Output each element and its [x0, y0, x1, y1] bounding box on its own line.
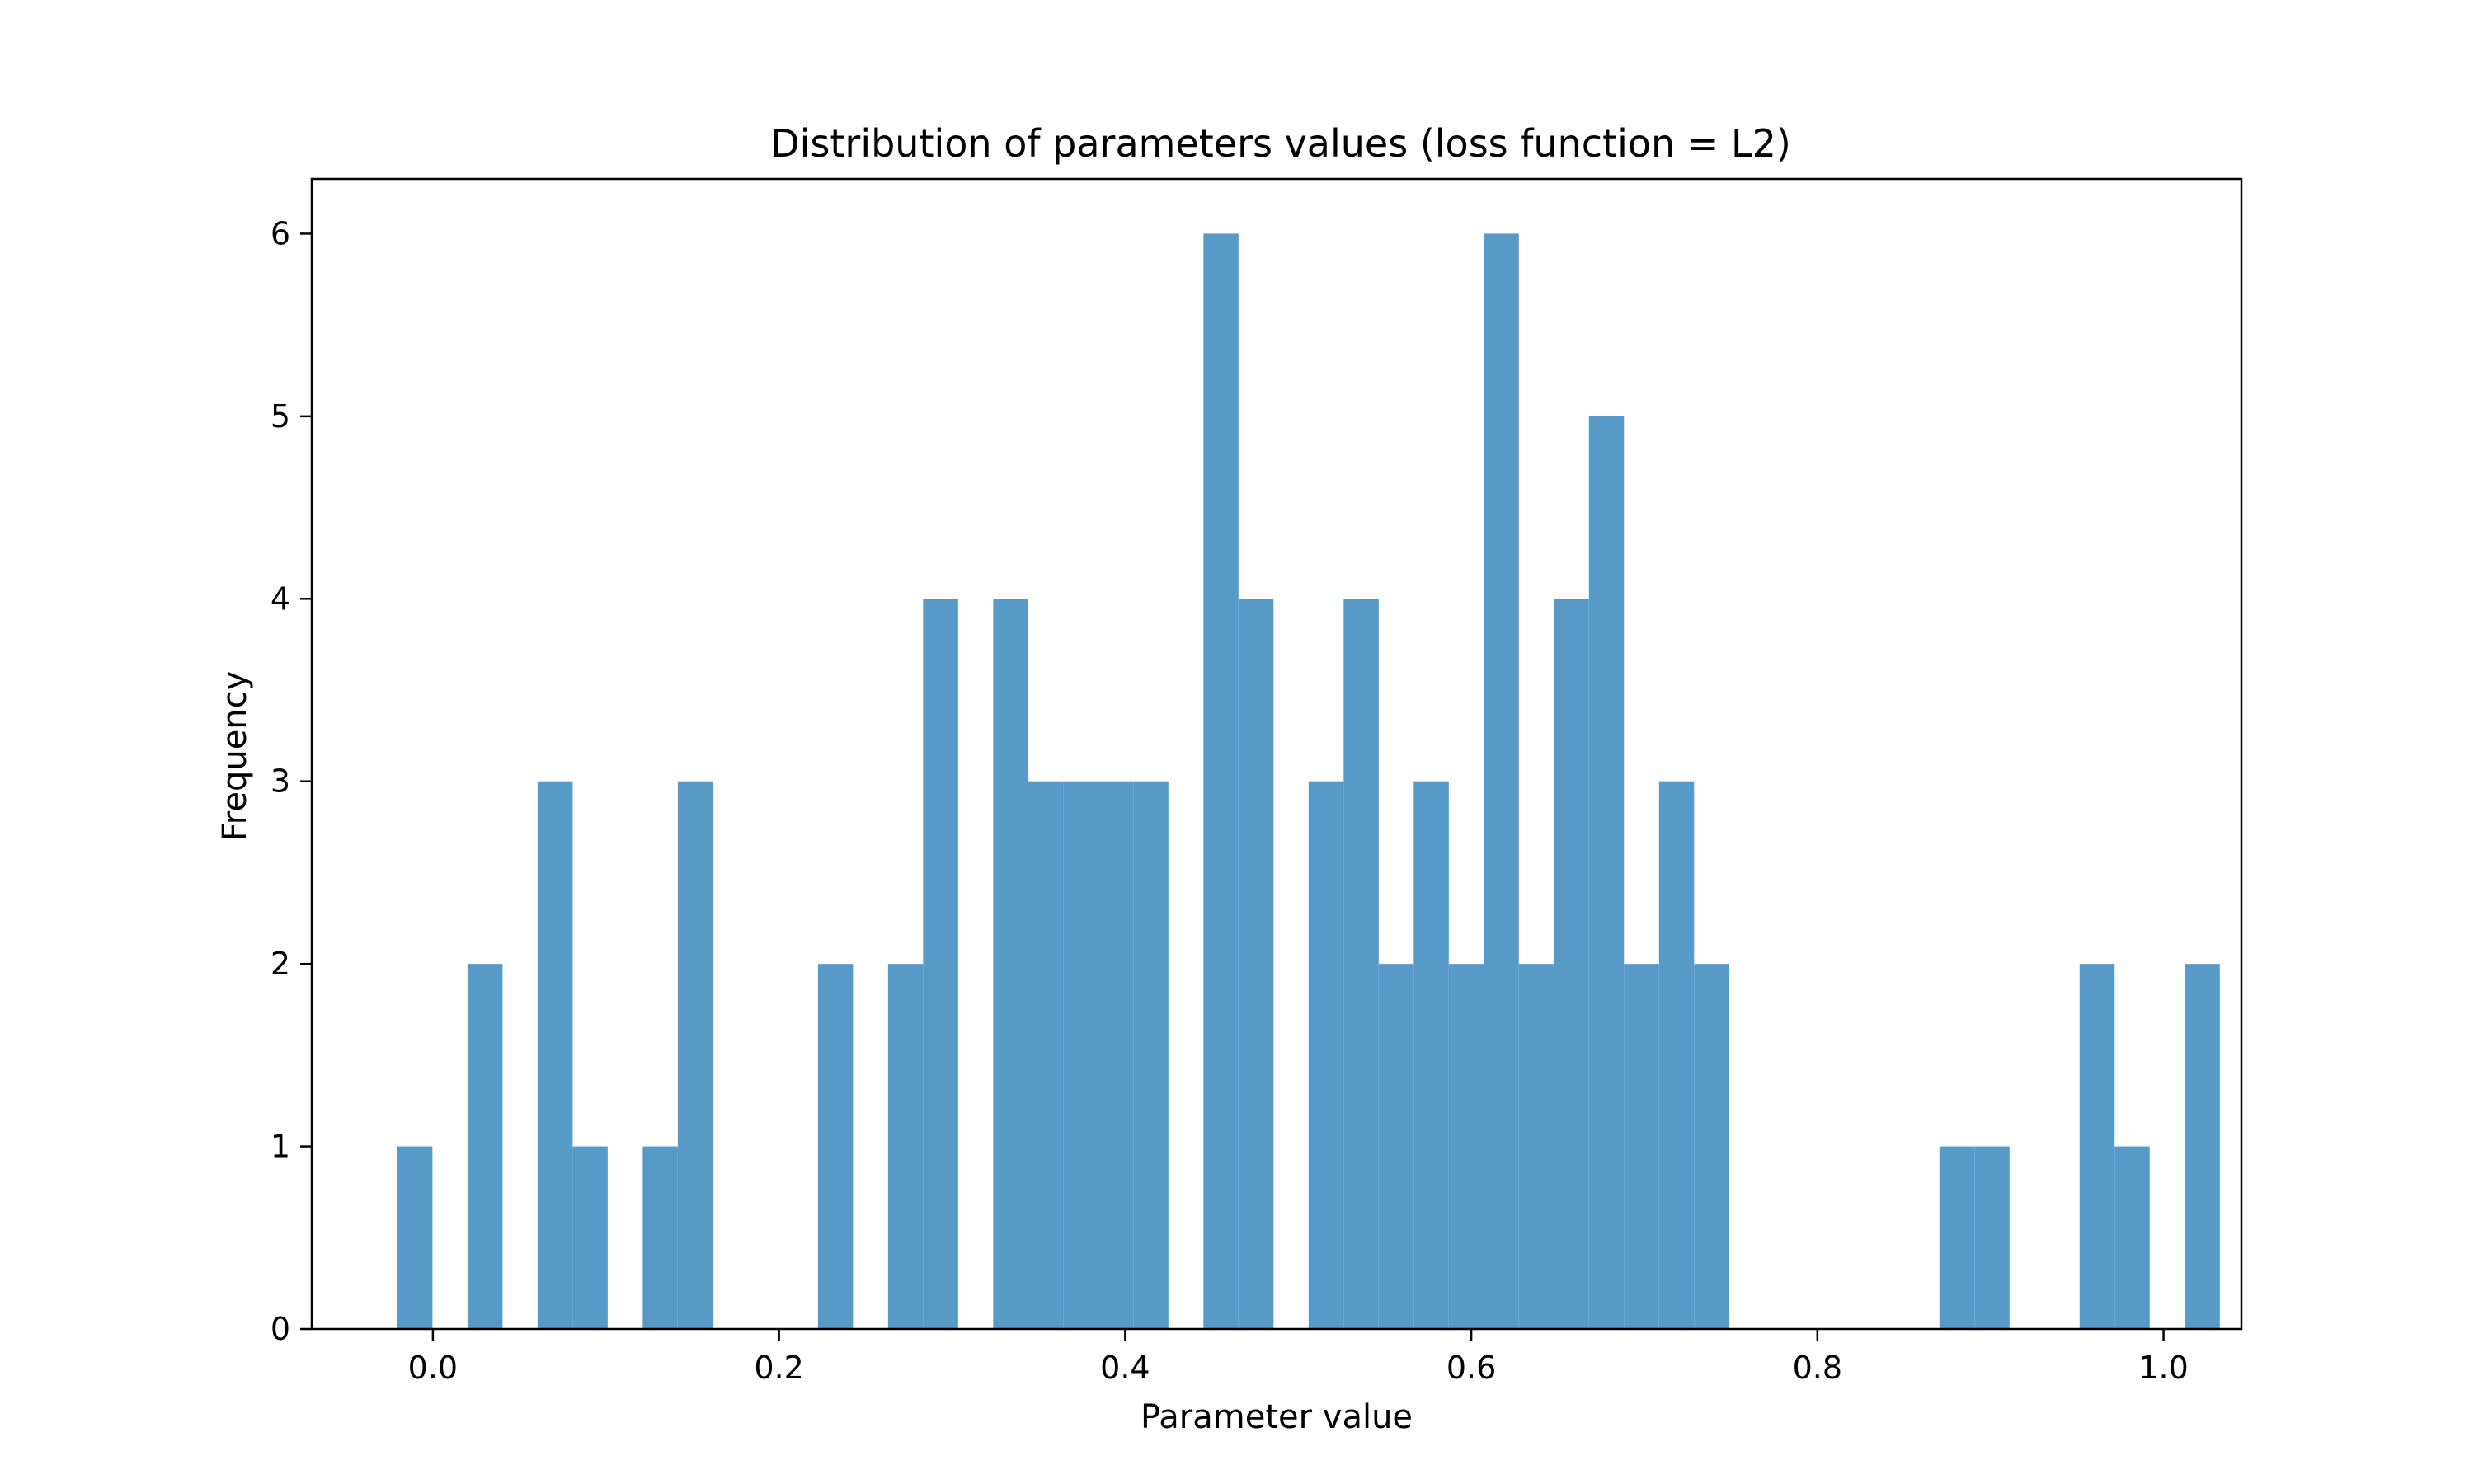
histogram-bar — [1133, 781, 1169, 1329]
histogram-bar — [1098, 781, 1134, 1329]
histogram-bar — [1308, 781, 1344, 1329]
histogram-bar — [1343, 599, 1379, 1329]
histogram-bar — [1694, 964, 1729, 1329]
histogram-bar — [1484, 233, 1519, 1329]
histogram-bar — [1554, 599, 1589, 1329]
histogram-bar — [1518, 964, 1554, 1329]
y-tick-label: 4 — [270, 580, 290, 617]
histogram-bar — [1378, 964, 1414, 1329]
histogram-bar — [887, 964, 924, 1329]
histogram-bar — [1413, 781, 1449, 1329]
y-axis-title: Frequency — [216, 671, 254, 842]
x-tick-label: 0.2 — [754, 1350, 803, 1386]
histogram-bar — [1203, 233, 1239, 1329]
histogram-bar — [1063, 781, 1098, 1329]
x-tick-label: 0.6 — [1446, 1350, 1496, 1386]
y-tick-label: 6 — [270, 215, 290, 251]
plot-frame — [310, 177, 2243, 1331]
histogram-bar — [397, 1146, 433, 1329]
histogram-bar — [677, 781, 713, 1329]
histogram-bar — [1238, 599, 1274, 1329]
y-tick-label: 5 — [270, 398, 290, 434]
x-tick-label: 0.4 — [1100, 1350, 1150, 1386]
y-tick-label: 0 — [270, 1311, 290, 1347]
histogram-bar — [1658, 781, 1695, 1329]
x-axis-title: Parameter value — [1141, 1398, 1413, 1436]
x-tick-label: 0.8 — [1793, 1350, 1842, 1386]
x-tick-label: 1.0 — [2138, 1350, 2188, 1386]
histogram-bar — [2114, 1146, 2150, 1329]
histogram-bar — [2079, 964, 2115, 1329]
histogram-bar — [642, 1146, 678, 1329]
histogram-bar — [923, 599, 958, 1329]
histogram-bar — [817, 964, 854, 1329]
histogram-bar — [993, 599, 1028, 1329]
x-axis-ticks: 0.0 0.2 0.4 0.6 0.8 1.0 — [408, 1329, 2189, 1386]
histogram-bar — [1448, 964, 1484, 1329]
histogram-bar — [537, 781, 573, 1329]
histogram-bar — [1939, 1146, 1975, 1329]
histogram-bar — [2185, 964, 2220, 1329]
histogram-bar — [572, 1146, 608, 1329]
histogram-bar — [1588, 416, 1625, 1329]
bars-group — [397, 233, 2220, 1329]
histogram-bar — [467, 964, 503, 1329]
y-tick-label: 3 — [270, 763, 290, 800]
histogram-bar — [1974, 1146, 2010, 1329]
histogram-bar — [1624, 964, 1659, 1329]
x-tick-label: 0.0 — [408, 1350, 458, 1386]
y-axis-ticks: 0 1 2 3 4 5 6 — [270, 215, 312, 1347]
chart-title: Distribution of parameters values (loss … — [770, 121, 1791, 166]
y-tick-label: 2 — [270, 946, 290, 982]
y-tick-label: 1 — [270, 1129, 290, 1165]
histogram-bar — [1028, 781, 1064, 1329]
